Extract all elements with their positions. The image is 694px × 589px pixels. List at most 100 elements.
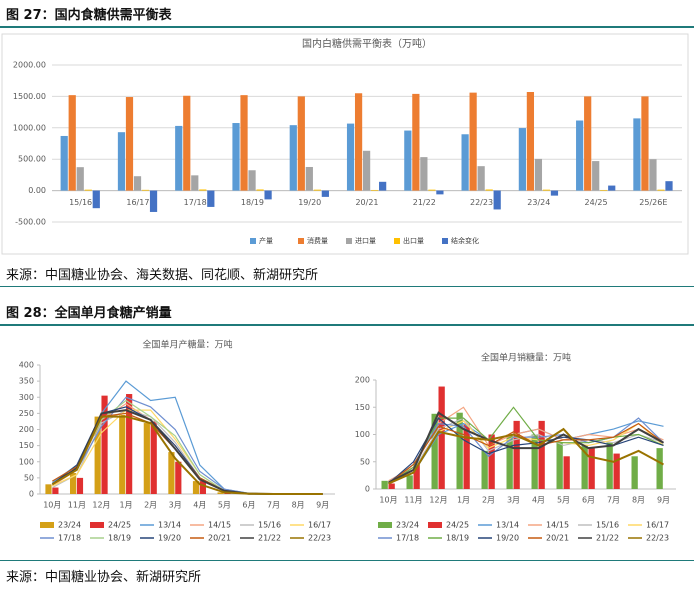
rule: [0, 560, 694, 561]
y-tick-label: 0: [29, 490, 34, 499]
bar: [556, 442, 563, 489]
bar: [297, 96, 305, 191]
legend-label: 20/21: [208, 534, 231, 543]
x-tick-label: 23/24: [527, 198, 550, 207]
y-tick-label: 150: [19, 441, 34, 450]
legend-label: 13/14: [496, 521, 519, 530]
bar: [526, 92, 535, 191]
bar: [76, 477, 84, 494]
x-tick-label: 9月: [316, 501, 329, 510]
chart-title: 国内白糖供需平衡表（万吨）: [302, 37, 432, 50]
bar: [588, 448, 595, 489]
bar: [388, 483, 395, 489]
y-tick-label: 400: [19, 361, 34, 370]
legend-label: 21/22: [596, 534, 619, 543]
bar: [576, 120, 584, 191]
x-tick-label: 22/23: [470, 198, 493, 207]
legend-label: 19/20: [496, 534, 519, 543]
x-tick-label: 6月: [242, 501, 255, 510]
legend-label: 消费量: [307, 236, 328, 245]
legend-label: 23/24: [58, 521, 81, 530]
bar: [354, 93, 363, 191]
y-tick-label: 250: [19, 409, 34, 418]
bar: [428, 189, 436, 191]
x-tick-label: 11月: [404, 496, 422, 505]
line: [51, 415, 323, 495]
y-tick-label: 150: [355, 403, 370, 412]
bar: [362, 150, 371, 191]
bar: [592, 161, 600, 191]
bar: [125, 97, 134, 191]
bar: [456, 412, 463, 489]
legend-label: 产量: [259, 236, 273, 245]
y-tick-label: 100: [355, 430, 370, 439]
caption: 图 28：全国单月食糖产销量: [6, 306, 172, 321]
legend-label: 22/23: [308, 534, 331, 543]
bar: [84, 189, 92, 191]
x-tick-label: 24/25: [585, 198, 608, 207]
legend-swatch: [442, 238, 448, 244]
bar: [117, 132, 126, 191]
rule: [0, 286, 694, 287]
y-tick-label: 200: [355, 376, 370, 385]
bar: [119, 414, 126, 494]
legend-label: 18/19: [108, 534, 131, 543]
bar: [469, 92, 477, 191]
rule: [0, 26, 694, 28]
bar: [633, 118, 641, 191]
legend-label: 13/14: [158, 521, 181, 530]
bar: [420, 157, 428, 191]
x-tick-label: 7月: [267, 501, 280, 510]
bar: [550, 190, 559, 196]
line: [388, 411, 664, 484]
bar: [656, 448, 663, 489]
bar: [606, 442, 613, 489]
y-tick-label: 1000.00: [13, 123, 46, 132]
bar: [183, 95, 191, 191]
legend-label: 19/20: [158, 534, 181, 543]
legend-label: 18/19: [446, 534, 469, 543]
line: [388, 417, 664, 484]
bar: [321, 190, 329, 197]
bar: [481, 450, 488, 489]
x-tick-label: 8月: [292, 501, 305, 510]
bar: [175, 125, 183, 191]
chart-title: 全国单月销糖量：万吨: [481, 352, 571, 364]
bar: [518, 128, 526, 191]
bar: [641, 96, 649, 191]
x-tick-label: 12月: [429, 496, 447, 505]
bar: [381, 480, 388, 489]
legend-label: 17/18: [396, 534, 419, 543]
legend-swatch: [90, 522, 104, 528]
line: [388, 417, 664, 485]
y-tick-label: 1500.00: [13, 92, 46, 101]
legend-label: 21/22: [258, 534, 281, 543]
line: [51, 409, 323, 495]
bar: [305, 166, 313, 191]
bar: [371, 189, 379, 191]
x-tick-label: 16/17: [126, 198, 149, 207]
legend-swatch: [346, 238, 352, 244]
bar: [141, 189, 150, 191]
x-tick-label: 20/21: [355, 198, 378, 207]
bar: [346, 123, 355, 191]
bar: [69, 473, 77, 494]
bar: [406, 475, 413, 489]
x-tick-label: 15/16: [69, 198, 92, 207]
bar: [538, 420, 545, 489]
y-tick-label: -500.00: [15, 218, 46, 227]
bar: [506, 434, 513, 489]
legend-label: 22/23: [646, 534, 669, 543]
bar: [232, 123, 240, 191]
legend-label: 14/15: [208, 521, 231, 530]
legend-swatch: [394, 238, 400, 244]
bar: [563, 456, 570, 489]
rule: [0, 324, 694, 326]
bar: [534, 158, 543, 191]
legend-swatch: [428, 522, 442, 528]
bar: [649, 159, 657, 191]
legend-label: 17/18: [58, 534, 81, 543]
bar: [68, 95, 76, 191]
bar: [581, 445, 588, 489]
x-tick-label: 8月: [632, 496, 645, 505]
